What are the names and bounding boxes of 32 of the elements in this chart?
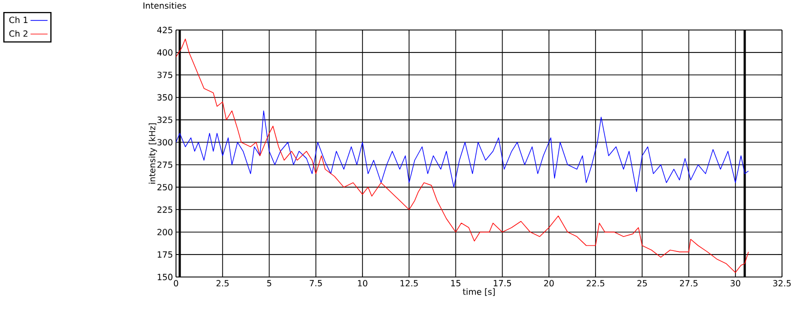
y-tick-label: 225: [157, 206, 172, 213]
x-tick-label: 25: [637, 280, 647, 286]
y-tick-label: 275: [157, 162, 172, 168]
y-tick-label: 200: [157, 228, 172, 236]
x-tick-label: 2.5: [216, 280, 229, 286]
y-tick-label: 175: [158, 251, 172, 258]
y-tick-label: 325: [157, 116, 172, 124]
x-tick-label: 17.5: [494, 280, 511, 286]
y-tick-label: 375: [157, 72, 172, 78]
x-axis-title: time [s]: [462, 288, 495, 296]
y-tick-label: 250: [157, 184, 172, 190]
chart-title: Intensities: [143, 2, 186, 9]
legend-label: Ch 1: [9, 16, 28, 24]
y-axis-title: intensity [kHz]: [148, 123, 157, 184]
x-tick-label: 20: [544, 280, 554, 286]
x-tick-label: 30: [730, 280, 740, 286]
x-tick-label: 27.5: [680, 280, 698, 286]
x-tick-label: 0: [174, 280, 178, 286]
x-tick-label: 10: [358, 280, 368, 286]
x-tick-label: 32.5: [773, 280, 791, 286]
y-tick-label: 300: [157, 139, 172, 146]
x-tick-label: 15: [451, 280, 460, 286]
legend-label: Ch 2: [9, 30, 28, 37]
x-tick-label: 12.5: [400, 280, 418, 286]
line-series: [176, 110, 749, 192]
y-tick-label: 150: [158, 274, 172, 280]
x-tick-label: 22.5: [586, 280, 604, 286]
y-tick-label: 425: [157, 26, 172, 34]
x-tick-label: 5: [267, 280, 272, 286]
x-tick-label: 7.5: [310, 280, 322, 286]
y-tick-label: 400: [157, 49, 172, 56]
y-tick-label: 350: [157, 94, 172, 101]
